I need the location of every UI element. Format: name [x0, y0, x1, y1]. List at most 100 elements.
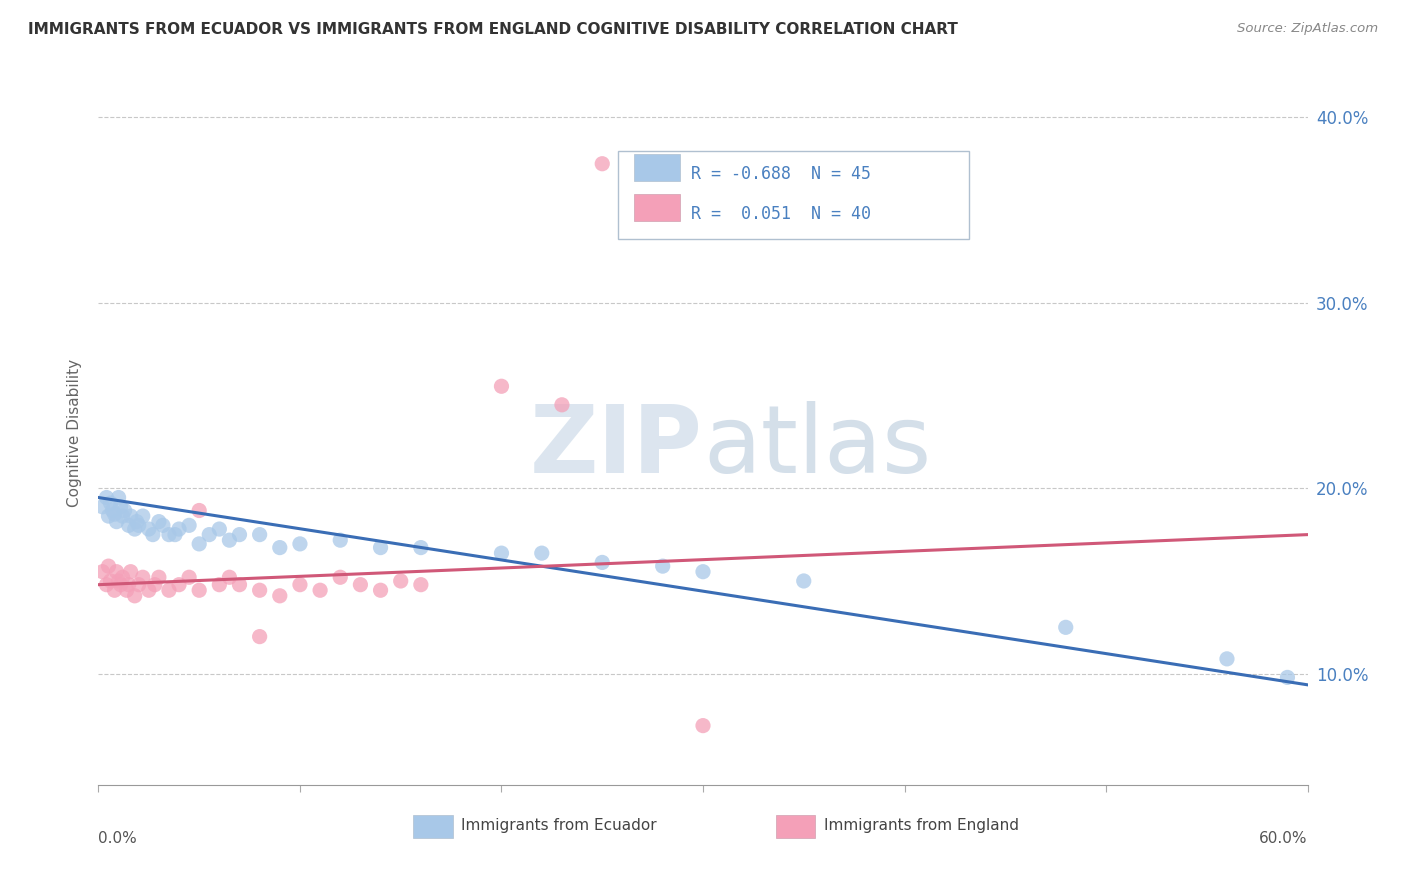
Point [591, 556, 613, 570]
Point [167, 522, 190, 536]
Point [179, 570, 201, 584]
Point [111, 570, 134, 584]
Point [288, 577, 311, 591]
Point [167, 577, 190, 591]
Point [198, 527, 221, 541]
Point [97, 509, 120, 524]
Text: Source: ZipAtlas.com: Source: ZipAtlas.com [1237, 22, 1378, 36]
Point [96, 491, 118, 505]
Text: R = -0.688  N = 45: R = -0.688 N = 45 [690, 165, 870, 183]
FancyBboxPatch shape [619, 151, 969, 239]
Point [96, 577, 118, 591]
Point [148, 515, 170, 529]
Text: R =  0.051  N = 40: R = 0.051 N = 40 [690, 205, 870, 223]
Point [551, 398, 574, 412]
Point [91, 500, 114, 514]
Point [118, 577, 141, 591]
Point [101, 503, 124, 517]
Text: Immigrants from England: Immigrants from England [824, 818, 1019, 832]
Point [179, 518, 201, 533]
Point [692, 565, 714, 579]
Point [115, 583, 138, 598]
Text: IMMIGRANTS FROM ECUADOR VS IMMIGRANTS FROM ENGLAND COGNITIVE DISABILITY CORRELAT: IMMIGRANTS FROM ECUADOR VS IMMIGRANTS FR… [28, 22, 957, 37]
Point [163, 527, 186, 541]
Point [208, 522, 231, 536]
FancyBboxPatch shape [776, 814, 815, 838]
Text: Immigrants from Ecuador: Immigrants from Ecuador [461, 818, 657, 832]
Point [1277, 670, 1299, 684]
Point [370, 541, 392, 555]
Point [152, 518, 174, 533]
Point [97, 559, 120, 574]
FancyBboxPatch shape [634, 154, 681, 181]
Point [132, 509, 155, 524]
Point [188, 537, 211, 551]
Point [309, 583, 332, 598]
Point [249, 583, 271, 598]
Point [105, 565, 128, 579]
Point [208, 577, 231, 591]
Point [132, 570, 155, 584]
Point [100, 496, 122, 510]
Point [188, 583, 211, 598]
Point [228, 527, 250, 541]
Point [107, 574, 129, 588]
Point [138, 583, 160, 598]
Point [269, 541, 291, 555]
Y-axis label: Cognitive Disability: Cognitive Disability [67, 359, 83, 507]
Text: ZIP: ZIP [530, 401, 703, 492]
Point [491, 546, 513, 560]
Point [125, 515, 148, 529]
Text: atlas: atlas [703, 401, 931, 492]
Point [114, 503, 136, 517]
Point [124, 589, 146, 603]
Point [591, 157, 613, 171]
Point [1054, 620, 1077, 634]
Point [491, 379, 513, 393]
Point [651, 559, 673, 574]
FancyBboxPatch shape [413, 814, 453, 838]
FancyBboxPatch shape [634, 194, 681, 221]
Point [530, 546, 553, 560]
Point [218, 570, 240, 584]
Point [110, 500, 132, 514]
Point [409, 577, 432, 591]
Point [793, 574, 815, 588]
Point [288, 537, 311, 551]
Point [692, 718, 714, 732]
Point [103, 583, 125, 598]
Point [124, 522, 146, 536]
Point [329, 533, 352, 548]
Point [142, 527, 165, 541]
Point [148, 570, 170, 584]
Point [100, 574, 122, 588]
Point [107, 491, 129, 505]
Point [249, 527, 271, 541]
Point [349, 577, 371, 591]
Point [128, 577, 150, 591]
Point [110, 577, 132, 591]
Point [329, 570, 352, 584]
Point [91, 565, 114, 579]
Point [105, 515, 128, 529]
Point [143, 577, 166, 591]
Point [1216, 652, 1239, 666]
Point [228, 577, 250, 591]
Point [218, 533, 240, 548]
Point [128, 518, 150, 533]
Point [111, 509, 134, 524]
Point [157, 527, 180, 541]
Point [188, 503, 211, 517]
Point [409, 541, 432, 555]
Point [370, 583, 392, 598]
Point [249, 630, 271, 644]
Point [120, 565, 142, 579]
Point [103, 507, 125, 521]
Point [269, 589, 291, 603]
Point [157, 583, 180, 598]
Text: 60.0%: 60.0% [1260, 831, 1308, 847]
Point [120, 509, 142, 524]
Point [118, 518, 141, 533]
Text: 0.0%: 0.0% [98, 831, 138, 847]
Point [138, 522, 160, 536]
